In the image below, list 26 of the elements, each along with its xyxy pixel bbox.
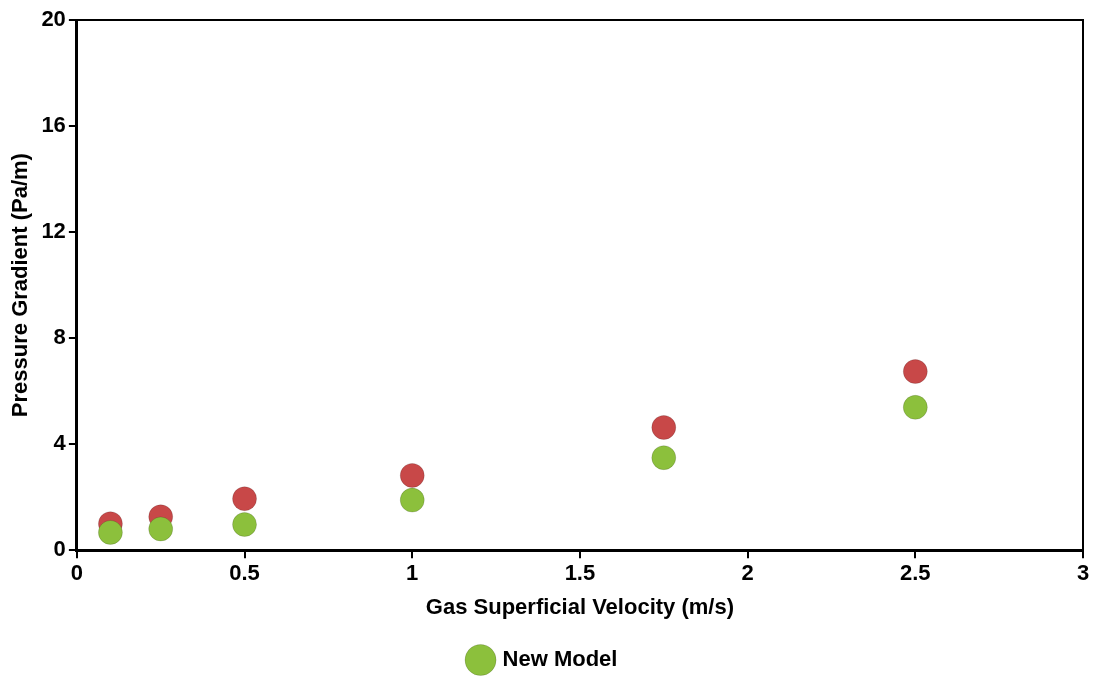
y-tick-label: 20 <box>41 6 66 32</box>
x-tick-label: 2 <box>741 560 754 586</box>
point <box>902 394 928 420</box>
x-tick-label: 1 <box>406 560 419 586</box>
x-tick-label: 2.5 <box>900 560 931 586</box>
point <box>651 414 677 440</box>
y-tick-label: 8 <box>53 324 66 350</box>
y-tick-label: 4 <box>53 430 67 456</box>
point <box>97 519 123 545</box>
point <box>399 487 425 513</box>
point <box>148 516 174 542</box>
x-tick-label: 0.5 <box>229 560 260 586</box>
x-tick-label: 1.5 <box>564 560 596 586</box>
point <box>651 445 677 471</box>
y-tick-label: 16 <box>41 112 66 138</box>
legend-label: New Model <box>502 646 618 672</box>
point <box>232 511 258 537</box>
point <box>902 359 928 385</box>
point <box>232 486 258 512</box>
x-tick-label: 3 <box>1076 560 1090 586</box>
point <box>399 462 425 488</box>
y-tick-label: 0 <box>53 536 66 562</box>
y-axis-title: Pressure Gradient (Pa/m) <box>7 153 33 418</box>
x-axis-title: Gas Superficial Velocity (m/s) <box>425 593 734 619</box>
y-tick-label: 12 <box>41 218 66 244</box>
x-tick-label: 0 <box>70 560 83 586</box>
